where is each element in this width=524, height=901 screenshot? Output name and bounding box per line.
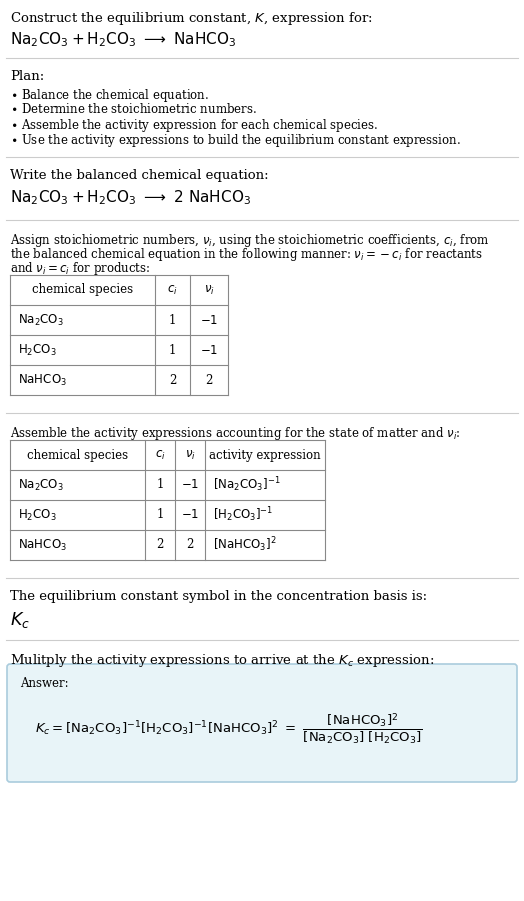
Text: $\mathrm{Na_2CO_3}$: $\mathrm{Na_2CO_3}$ xyxy=(18,478,64,493)
Text: $\mathrm{Na_2CO_3}$: $\mathrm{Na_2CO_3}$ xyxy=(18,313,64,328)
Text: $K_c$: $K_c$ xyxy=(10,610,30,630)
Text: Assemble the activity expressions accounting for the state of matter and $\nu_i$: Assemble the activity expressions accoun… xyxy=(10,425,461,442)
Text: $-1$: $-1$ xyxy=(181,508,199,522)
Text: 2: 2 xyxy=(156,539,163,551)
Text: $-1$: $-1$ xyxy=(181,478,199,492)
Text: 1: 1 xyxy=(169,343,176,357)
Text: chemical species: chemical species xyxy=(27,449,128,461)
Text: Write the balanced chemical equation:: Write the balanced chemical equation: xyxy=(10,169,269,182)
Text: $\bullet$ Balance the chemical equation.: $\bullet$ Balance the chemical equation. xyxy=(10,87,209,104)
Text: $\nu_i$: $\nu_i$ xyxy=(184,449,195,461)
Text: chemical species: chemical species xyxy=(32,284,133,296)
Text: The equilibrium constant symbol in the concentration basis is:: The equilibrium constant symbol in the c… xyxy=(10,590,427,603)
Text: $\bullet$ Use the activity expressions to build the equilibrium constant express: $\bullet$ Use the activity expressions t… xyxy=(10,132,461,149)
Text: $\bullet$ Determine the stoichiometric numbers.: $\bullet$ Determine the stoichiometric n… xyxy=(10,102,257,116)
Text: $K_c = [\mathrm{Na_2CO_3}]^{-1} [\mathrm{H_2CO_3}]^{-1} [\mathrm{NaHCO_3}]^{2} \: $K_c = [\mathrm{Na_2CO_3}]^{-1} [\mathrm… xyxy=(35,712,423,746)
Text: Answer:: Answer: xyxy=(20,677,69,690)
Text: 2: 2 xyxy=(187,539,194,551)
Text: Construct the equilibrium constant, $K$, expression for:: Construct the equilibrium constant, $K$,… xyxy=(10,10,373,27)
Text: $c_i$: $c_i$ xyxy=(167,284,178,296)
Text: Assign stoichiometric numbers, $\nu_i$, using the stoichiometric coefficients, $: Assign stoichiometric numbers, $\nu_i$, … xyxy=(10,232,489,249)
Text: and $\nu_i = c_i$ for products:: and $\nu_i = c_i$ for products: xyxy=(10,260,150,277)
Text: $\mathrm{Na_2CO_3 + H_2CO_3 \ \longrightarrow \ NaHCO_3}$: $\mathrm{Na_2CO_3 + H_2CO_3 \ \longright… xyxy=(10,30,236,49)
Text: 1: 1 xyxy=(169,314,176,326)
Text: 1: 1 xyxy=(156,478,163,492)
Text: 2: 2 xyxy=(169,374,176,387)
Text: $\mathrm{NaHCO_3}$: $\mathrm{NaHCO_3}$ xyxy=(18,538,67,552)
Text: activity expression: activity expression xyxy=(209,449,321,461)
Text: $\nu_i$: $\nu_i$ xyxy=(204,284,214,296)
Text: 1: 1 xyxy=(156,508,163,522)
Text: Mulitply the activity expressions to arrive at the $K_c$ expression:: Mulitply the activity expressions to arr… xyxy=(10,652,434,669)
Text: the balanced chemical equation in the following manner: $\nu_i = -c_i$ for react: the balanced chemical equation in the fo… xyxy=(10,246,483,263)
Text: $[\mathrm{H_2CO_3}]^{-1}$: $[\mathrm{H_2CO_3}]^{-1}$ xyxy=(213,505,274,524)
Text: 2: 2 xyxy=(205,374,213,387)
FancyBboxPatch shape xyxy=(7,664,517,782)
Text: $-1$: $-1$ xyxy=(200,343,218,357)
Text: $\mathrm{Na_2CO_3 + H_2CO_3 \ \longrightarrow \ 2 \ NaHCO_3}$: $\mathrm{Na_2CO_3 + H_2CO_3 \ \longright… xyxy=(10,188,251,206)
Text: $\mathrm{NaHCO_3}$: $\mathrm{NaHCO_3}$ xyxy=(18,372,67,387)
Text: $\bullet$ Assemble the activity expression for each chemical species.: $\bullet$ Assemble the activity expressi… xyxy=(10,117,378,134)
Text: $[\mathrm{Na_2CO_3}]^{-1}$: $[\mathrm{Na_2CO_3}]^{-1}$ xyxy=(213,476,280,495)
Text: $-1$: $-1$ xyxy=(200,314,218,326)
Text: Plan:: Plan: xyxy=(10,70,44,83)
Text: $\mathrm{H_2CO_3}$: $\mathrm{H_2CO_3}$ xyxy=(18,342,57,358)
Text: $\mathrm{H_2CO_3}$: $\mathrm{H_2CO_3}$ xyxy=(18,507,57,523)
Text: $[\mathrm{NaHCO_3}]^{2}$: $[\mathrm{NaHCO_3}]^{2}$ xyxy=(213,536,277,554)
Text: $c_i$: $c_i$ xyxy=(155,449,166,461)
